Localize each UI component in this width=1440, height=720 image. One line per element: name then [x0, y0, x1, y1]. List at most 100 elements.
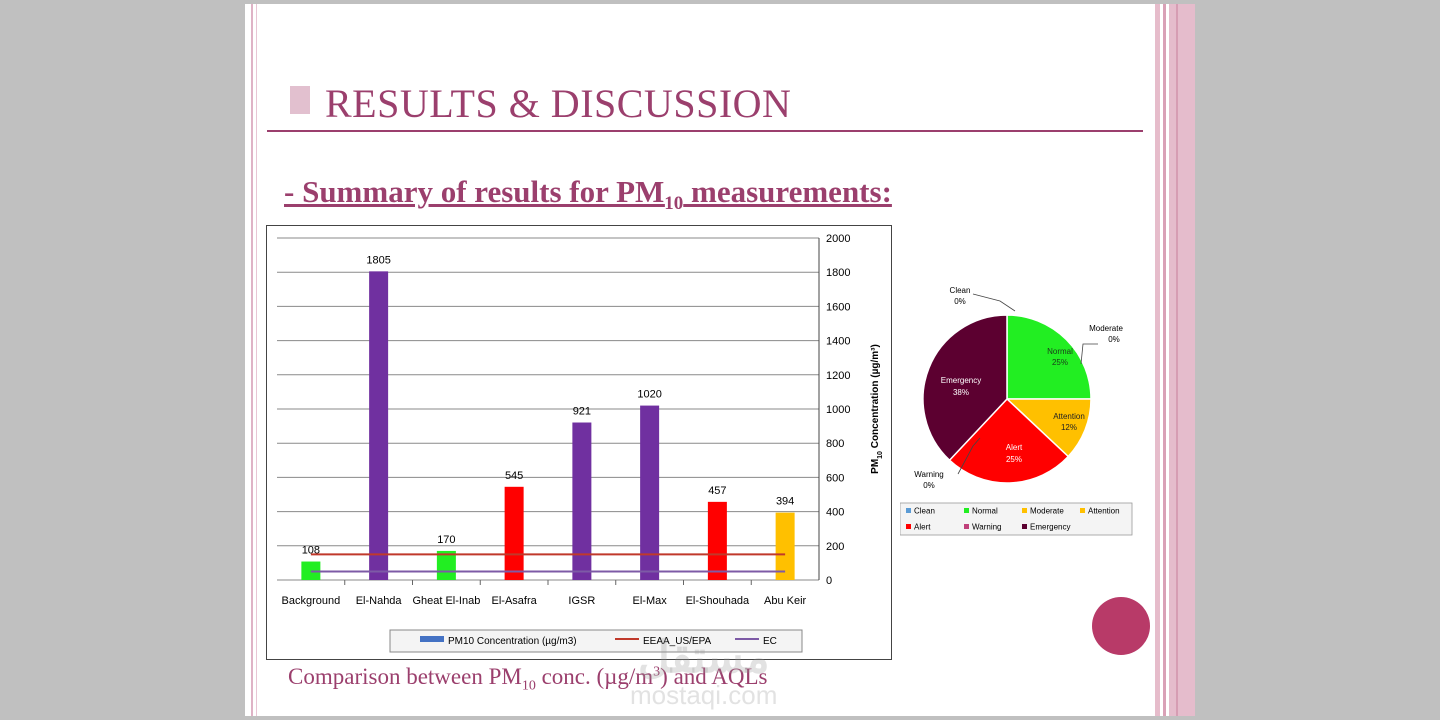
- slide-border-right-4: [1176, 4, 1178, 716]
- pie-labels: Clean 0% Moderate 0% Warning 0% Normal 2…: [914, 286, 1123, 490]
- bar-value-label: 921: [573, 406, 591, 418]
- y-tick-label: 1800: [826, 267, 850, 279]
- bar: [504, 486, 524, 580]
- subtitle-subscript: 10: [664, 193, 684, 215]
- x-tick-label: El-Shouhada: [686, 595, 750, 607]
- caption-superscript: 3: [653, 664, 661, 680]
- legend-swatch-pm10: [420, 636, 444, 642]
- y-tick-label: 2000: [826, 233, 850, 245]
- bar: [707, 501, 727, 580]
- pie-value-normal: 25%: [1052, 358, 1068, 367]
- legend-frame: [389, 629, 803, 653]
- legend-box: PM10 Concentration (µg/m3) EEAA_US/EPA E…: [389, 629, 803, 653]
- caption-text: Comparison between PM: [288, 664, 522, 689]
- pie-slice: [922, 314, 1008, 462]
- slide-border-right-1: [1155, 4, 1160, 716]
- pie-label-moderate: Moderate: [1089, 324, 1123, 333]
- x-tick-label: El-Asafra: [492, 595, 538, 607]
- slide-border-right-3: [1169, 4, 1195, 716]
- pie-callouts: [957, 293, 1098, 475]
- caption-text-mid: conc. (µg/m: [535, 664, 654, 689]
- bar-value-label: 1020: [637, 389, 661, 401]
- pie-legend-swatch: [964, 524, 969, 529]
- pie-label-warning: Warning: [914, 470, 944, 479]
- y-axis-title: PM10 Concentration (µg/m³): [870, 344, 884, 474]
- y-tick-label: 600: [826, 472, 844, 484]
- slide-subtitle: - Summary of results for PM10 measuremen…: [284, 174, 892, 215]
- pie-slice: [1005, 398, 1092, 458]
- subtitle-text: - Summary of results for PM: [284, 174, 665, 209]
- x-tick-label: Background: [282, 595, 341, 607]
- caption-subscript: 10: [521, 678, 536, 694]
- slide: RESULTS & DISCUSSION - Summary of result…: [245, 4, 1195, 716]
- pie-label-clean: Clean: [950, 286, 971, 295]
- watermark: مستقل mostaqi.com: [630, 633, 778, 710]
- y-axis-title-end: Concentration (µg/m³): [870, 344, 881, 451]
- callout-moderate: [1080, 343, 1098, 365]
- y-tick-label: 1200: [826, 370, 850, 382]
- pie-chart: Clean 0% Moderate 0% Warning 0% Normal 2…: [899, 274, 1150, 536]
- callout-warning: [957, 437, 981, 475]
- bar-value-label: 545: [505, 470, 523, 482]
- pie-legend-swatch: [1022, 524, 1027, 529]
- pie-value-moderate: 0%: [1108, 335, 1120, 344]
- bar-value-label: 457: [708, 485, 726, 497]
- slide-border-right-2: [1163, 4, 1166, 716]
- slide-nav-button[interactable]: [1092, 597, 1150, 655]
- pie-value-alert: 25%: [1006, 455, 1022, 464]
- bar-layer: 0200400600800100012001400160018002000108…: [277, 233, 850, 607]
- x-tick-label: IGSR: [568, 595, 595, 607]
- subtitle-text-end: measurements:: [683, 174, 892, 209]
- pie-label-emergency: Emergency: [941, 376, 981, 385]
- pie-legend-label: Warning: [972, 523, 1002, 532]
- bar-chart-svg: 0200400600800100012001400160018002000108…: [277, 233, 884, 653]
- pie-slice: [948, 397, 1070, 484]
- y-axis-title-text: PM: [870, 459, 881, 474]
- y-tick-label: 400: [826, 507, 844, 519]
- bar-value-label: 1805: [366, 254, 390, 266]
- y-tick-label: 800: [826, 438, 844, 450]
- pie-legend-swatch: [1022, 508, 1027, 513]
- x-tick-label: Abu Keir: [764, 595, 807, 607]
- pie-chart-svg: Clean 0% Moderate 0% Warning 0% Normal 2…: [899, 286, 1133, 536]
- watermark-url: mostaqi.com: [630, 680, 778, 710]
- watermark-arabic: مستقل: [637, 633, 770, 682]
- chart-caption: Comparison between PM10 conc. (µg/m3) an…: [288, 664, 768, 695]
- pie-legend-frame: [899, 502, 1133, 536]
- legend-label-eeaa: EEAA_US/EPA: [643, 636, 712, 647]
- y-tick-label: 1600: [826, 301, 850, 313]
- slide-border-left-thin: [256, 4, 257, 716]
- bar: [775, 512, 795, 580]
- title-rule: [267, 130, 1143, 132]
- x-tick-label: El-Max: [633, 595, 668, 607]
- pie-value-warning: 0%: [923, 481, 935, 490]
- pie-legend-label: Alert: [914, 523, 931, 532]
- y-tick-label: 1000: [826, 404, 850, 416]
- pie-legend-label: Normal: [972, 507, 998, 516]
- y-tick-label: 1400: [826, 336, 850, 348]
- pie-legend-items: Clean Normal Moderate Attention Alert Warning…: [906, 507, 1120, 532]
- bar: [436, 550, 456, 580]
- y-tick-label: 0: [826, 575, 832, 587]
- bar-value-label: 394: [776, 496, 794, 508]
- y-axis-title-sub: 10: [877, 451, 884, 459]
- pie-legend-swatch: [906, 508, 911, 513]
- pie-legend-swatch: [1080, 508, 1085, 513]
- pie-value-attention: 12%: [1061, 423, 1077, 432]
- pie-slice: [1006, 314, 1092, 400]
- pie-legend-swatch: [964, 508, 969, 513]
- y-tick-label: 200: [826, 541, 844, 553]
- bar: [572, 422, 592, 580]
- pie-value-clean: 0%: [954, 297, 966, 306]
- legend-label-pm10: PM10 Concentration (µg/m3): [448, 636, 577, 647]
- x-tick-label: El-Nahda: [356, 595, 403, 607]
- pie-legend-swatch: [906, 524, 911, 529]
- pie-legend-label: Moderate: [1030, 507, 1064, 516]
- callout-clean: [972, 293, 1016, 312]
- legend-label-ec: EC: [763, 636, 777, 647]
- bar: [369, 271, 389, 580]
- x-tick-label: Gheat El-Inab: [412, 595, 480, 607]
- pie-value-emergency: 38%: [953, 388, 969, 397]
- bar-chart: 0 200 400 600 800 1000 1200 1400 1600 1800 2000 108…: [266, 225, 892, 660]
- pie-label-attention: Attention: [1053, 412, 1085, 421]
